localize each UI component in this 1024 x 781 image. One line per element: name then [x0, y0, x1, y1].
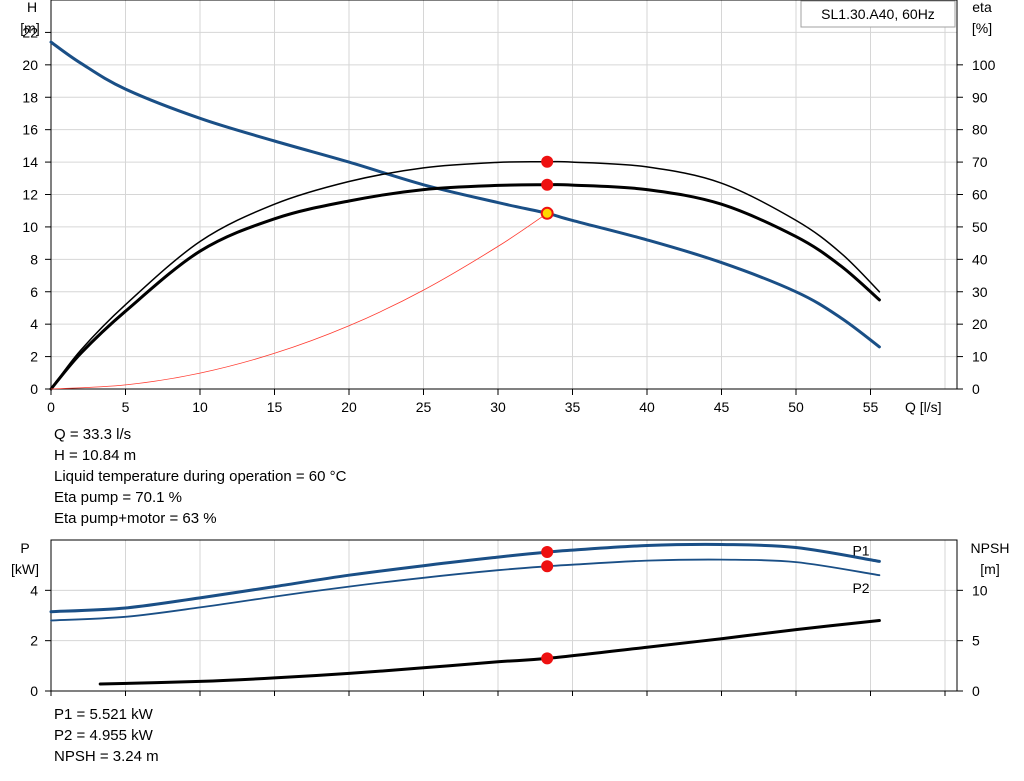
series-line-2 — [49, 183, 881, 391]
x-tick-label: 55 — [863, 399, 879, 415]
y-right-tick-label: 0 — [972, 683, 980, 699]
x-tick-label: 40 — [639, 399, 655, 415]
p2-value-text: P2 = 4.955 kW — [54, 727, 153, 744]
y-left-tick-label: 4 — [30, 582, 38, 598]
y-right-tick-label: 30 — [972, 284, 988, 300]
x-tick-label: 0 — [47, 399, 55, 415]
y-left-axis-unit: [m] — [20, 20, 39, 36]
plot-frame — [50, 539, 958, 692]
y-left-tick-label: 20 — [22, 57, 38, 73]
series-line-3 — [50, 212, 548, 390]
duty-head-text: H = 10.84 m — [54, 447, 137, 464]
y-right-tick-label: 50 — [972, 219, 988, 235]
x-tick-label: 15 — [267, 399, 283, 415]
series-line-0 — [49, 542, 881, 614]
y-right-tick-label: 40 — [972, 251, 988, 267]
eta-pump-text: Eta pump = 70.1 % — [54, 489, 182, 506]
series-label-p1: P1 — [852, 542, 869, 558]
y-right-axis-label: NPSH — [971, 540, 1010, 556]
y-right-tick-label: 20 — [972, 316, 988, 332]
y-right-tick-label: 90 — [972, 89, 988, 105]
chart-power-npsh: 0 2 4 0 5 10 P [kW] NPSH [m] P1 P2 — [11, 539, 1010, 699]
x-tick-label: 5 — [122, 399, 130, 415]
p1-value-text: P1 = 5.521 kW — [54, 706, 153, 723]
duty-point-marker-1 — [541, 178, 554, 191]
y-right-tick-label: 60 — [972, 187, 988, 203]
y-right-axis-label: eta — [972, 0, 992, 15]
y-left-axis-label: P — [20, 540, 29, 556]
series-line-1 — [50, 160, 881, 390]
y-right-axis-unit: [m] — [980, 561, 999, 577]
duty-point-marker-2 — [540, 206, 554, 220]
x-tick-label: 35 — [565, 399, 581, 415]
y-right-tick-label: 5 — [972, 633, 980, 649]
y-left-axis-unit: [kW] — [11, 561, 39, 577]
y-left-tick-label: 8 — [30, 251, 38, 267]
y-left-tick-label: 4 — [30, 316, 38, 332]
y-left-tick-label: 14 — [22, 154, 38, 170]
y-left-tick-label: 6 — [30, 284, 38, 300]
y-left-tick-label: 0 — [30, 683, 38, 699]
duty-point-marker-0 — [541, 546, 554, 559]
eta-pump-motor-text: Eta pump+motor = 63 % — [54, 510, 217, 527]
x-tick-label: 25 — [416, 399, 432, 415]
power-point-info: P1 = 5.521 kW P2 = 4.955 kW NPSH = 3.24 … — [54, 704, 159, 767]
y-right-tick-label: 70 — [972, 154, 988, 170]
y-left-tick-label: 10 — [22, 219, 38, 235]
y-right-tick-label: 10 — [972, 582, 988, 598]
liquid-temperature-text: Liquid temperature during operation = 60… — [54, 468, 347, 485]
duty-point-info: Q = 33.3 l/s H = 10.84 m Liquid temperat… — [54, 424, 346, 529]
x-tick-label: 45 — [714, 399, 730, 415]
y-right-tick-label: 10 — [972, 349, 988, 365]
series-line-2 — [98, 619, 881, 686]
chart-head-efficiency: 0246810121416182022010203040506070809010… — [20, 0, 996, 415]
y-right-axis-unit: [%] — [972, 20, 992, 36]
y-left-tick-label: 22 — [22, 24, 38, 40]
chart-title: SL1.30.A40, 60Hz — [821, 6, 935, 22]
y-right-tick-label: 100 — [972, 57, 996, 73]
series-line-0 — [49, 40, 881, 349]
duty-point-marker-0 — [541, 155, 554, 168]
title-box — [800, 0, 956, 28]
series-label-p2: P2 — [852, 580, 869, 596]
npsh-value-text: NPSH = 3.24 m — [54, 748, 159, 765]
series-line-1 — [50, 558, 881, 622]
duty-point-marker-1 — [541, 560, 554, 573]
y-left-tick-label: 12 — [22, 187, 38, 203]
y-left-tick-label: 2 — [30, 349, 38, 365]
duty-point-marker-2 — [541, 652, 554, 665]
y-left-tick-label: 16 — [22, 122, 38, 138]
y-right-tick-label: 0 — [972, 381, 980, 397]
x-tick-label: 30 — [490, 399, 506, 415]
x-axis-label: Q [l/s] — [905, 399, 942, 415]
y-left-axis-label: H — [27, 0, 37, 15]
y-right-tick-label: 80 — [972, 122, 988, 138]
x-tick-label: 10 — [192, 399, 208, 415]
y-left-tick-label: 2 — [30, 633, 38, 649]
duty-flow-text: Q = 33.3 l/s — [54, 426, 132, 443]
y-left-tick-label: 0 — [30, 381, 38, 397]
x-tick-label: 20 — [341, 399, 357, 415]
y-left-tick-label: 18 — [22, 89, 38, 105]
x-tick-label: 50 — [788, 399, 804, 415]
